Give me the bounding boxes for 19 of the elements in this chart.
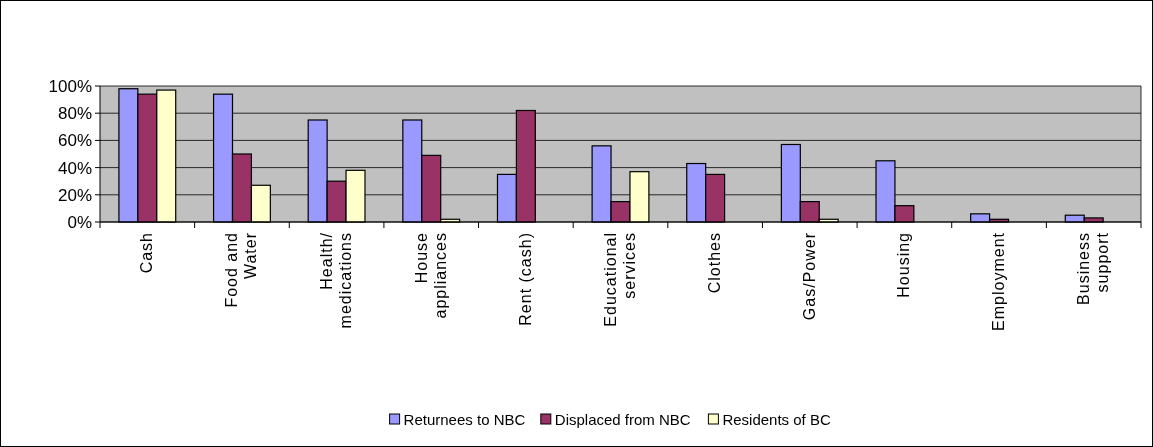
legend-label: Residents of BC	[722, 411, 831, 429]
y-tick-label: 40%	[57, 158, 92, 178]
y-tick-label: 80%	[57, 104, 92, 124]
legend-label: Displaced from NBC	[554, 411, 691, 429]
y-tick-label: 60%	[57, 131, 92, 151]
legend-label: Returnees to NBC	[403, 411, 526, 429]
x-tick-label: Cash	[138, 232, 156, 274]
y-tick-label: 20%	[57, 185, 92, 205]
x-tick-label: Educational services	[602, 232, 638, 327]
x-tick-label: Health/ medications	[318, 232, 355, 329]
y-tick-label: 100%	[48, 76, 92, 96]
y-tick-label: 0%	[67, 212, 92, 232]
x-tick-label: Housing	[895, 232, 913, 298]
x-tick-label: Food and Water	[223, 232, 260, 308]
x-tick-label: Employment	[990, 232, 1008, 331]
x-tick-label: Gas/Power	[800, 232, 818, 321]
x-tick-label: Clothes	[706, 232, 724, 294]
x-tick-label: Business support	[1075, 232, 1112, 305]
x-tick-label: Rent (cash)	[516, 232, 534, 326]
